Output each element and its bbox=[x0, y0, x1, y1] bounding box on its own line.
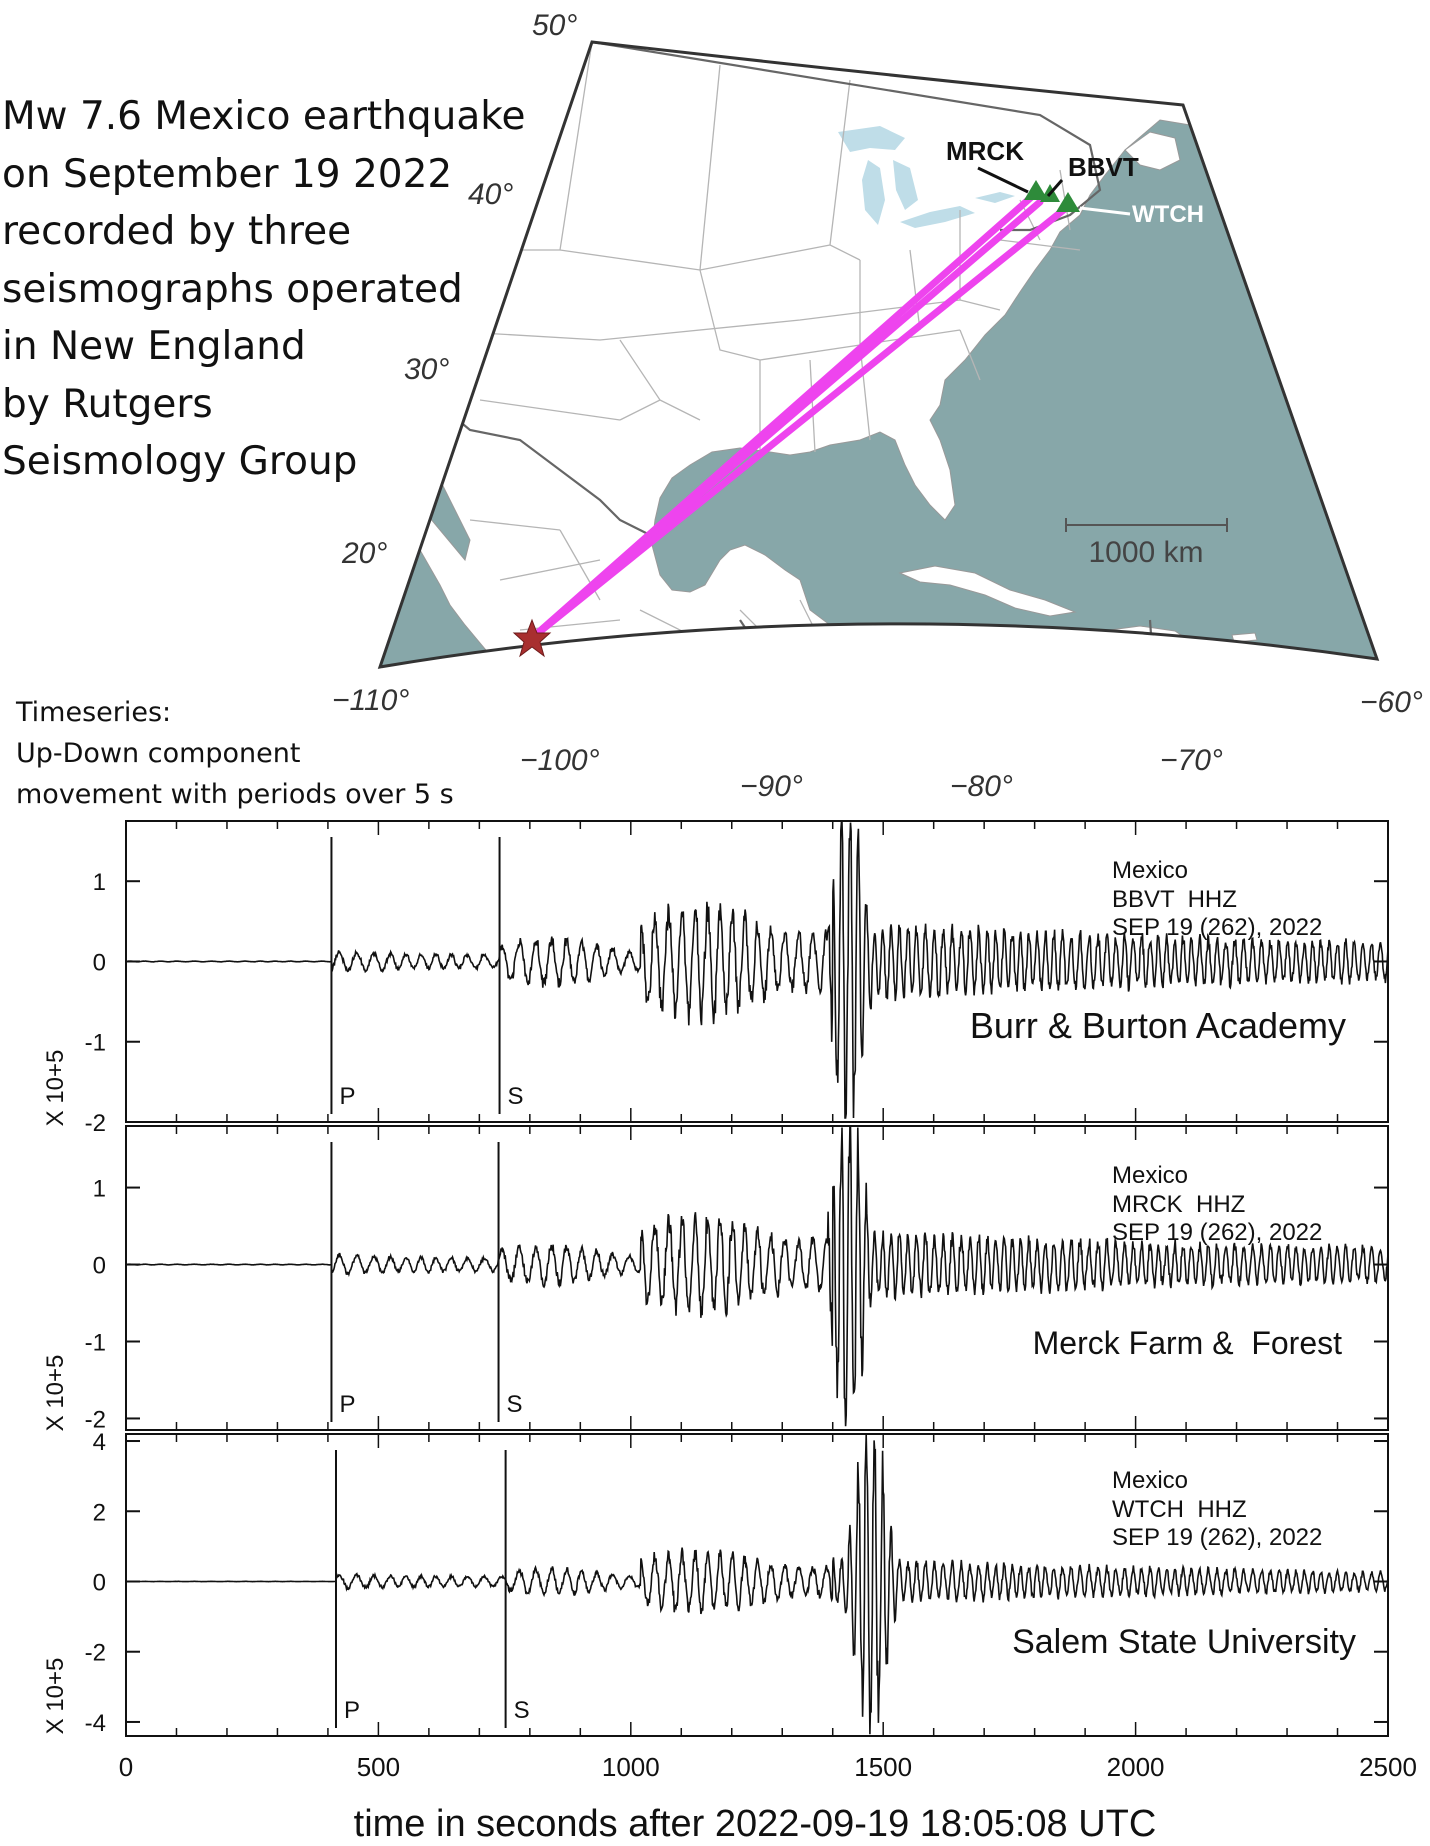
station-leader-bbvt bbox=[1046, 179, 1064, 197]
y-axis-label: X 10+5 bbox=[42, 1658, 69, 1735]
lat-label: 20° bbox=[341, 537, 387, 570]
title-line: recorded by three bbox=[2, 209, 352, 254]
title-line: by Rutgers bbox=[2, 381, 213, 427]
x-axis-label: time in seconds after 2022-09-19 18:05:0… bbox=[354, 1803, 1157, 1845]
newfoundland-land bbox=[1124, 131, 1181, 171]
panel-frame bbox=[125, 1433, 1389, 1737]
y-tick-label: 0 bbox=[93, 949, 106, 976]
y-tick-label: 1 bbox=[93, 869, 106, 896]
figure-title: Mw 7.6 Mexico earthquake on September 19… bbox=[2, 88, 542, 491]
lon-label: −60° bbox=[1360, 686, 1423, 719]
lon-label: −90° bbox=[740, 770, 803, 803]
note-line: movement with periods over 5 s bbox=[16, 779, 454, 810]
panel-channel-label: MRCK HHZ bbox=[1112, 1191, 1245, 1218]
s-arrival-label: S bbox=[507, 1391, 523, 1418]
lon-label: −100° bbox=[520, 744, 600, 777]
seismogram-panel-wtch: Mexico WTCH HHZ SEP 19 (262), 2022 Salem… bbox=[42, 1429, 1389, 1737]
y-tick-label: -2 bbox=[85, 1406, 106, 1433]
map-frame bbox=[377, 40, 1380, 669]
s-arrival-label: S bbox=[514, 1697, 530, 1724]
x-tick-label: 2500 bbox=[1359, 1752, 1417, 1782]
waveform-trace bbox=[125, 1126, 1389, 1427]
station-label-bbvt: BBVT bbox=[1068, 152, 1139, 182]
x-tick-label: 500 bbox=[357, 1752, 400, 1782]
title-line: on September 19 2022 bbox=[2, 151, 453, 197]
seismogram-panel-mrck: Mexico MRCK HHZ SEP 19 (262), 2022 Merck… bbox=[42, 1125, 1389, 1433]
station-marker-mrck bbox=[1024, 180, 1048, 200]
station-leader-mrck bbox=[977, 166, 1029, 194]
lon-label: −70° bbox=[1160, 744, 1223, 777]
jamaica bbox=[1013, 662, 1052, 667]
great-lakes bbox=[838, 126, 1015, 228]
y-axis-label: X 10+5 bbox=[42, 1355, 69, 1432]
seismogram-panel-bbvt: Mexico BBVT HHZ SEP 19 (262), 2022 Burr … bbox=[42, 820, 1389, 1137]
panel-event-label: Mexico bbox=[1112, 857, 1188, 884]
lon-label: −80° bbox=[950, 770, 1013, 803]
map: 1000 km MRCK BBVT WTCH 50° 40° 30° 20° −… bbox=[332, 9, 1423, 803]
cuba bbox=[898, 565, 1077, 617]
s-arrival-label: S bbox=[508, 1083, 524, 1110]
state-borders bbox=[429, 42, 1081, 651]
y-tick-label: 4 bbox=[93, 1429, 106, 1456]
lat-label: 50° bbox=[532, 9, 577, 42]
station-leader-wtch bbox=[1079, 206, 1131, 216]
panel-date-label: SEP 19 (262), 2022 bbox=[1112, 1524, 1322, 1551]
x-tick-label: 1000 bbox=[602, 1752, 660, 1782]
lon-label: −110° bbox=[332, 684, 409, 717]
p-arrival-label: P bbox=[339, 1391, 355, 1418]
panel-channel-label: WTCH HHZ bbox=[1112, 1496, 1247, 1523]
lat-label: 40° bbox=[468, 178, 513, 211]
panel-site-label: Salem State University bbox=[1012, 1623, 1356, 1661]
panel-frame bbox=[125, 1125, 1389, 1431]
x-tick-label: 0 bbox=[119, 1752, 133, 1782]
panel-site-label: Burr & Burton Academy bbox=[970, 1005, 1346, 1046]
y-tick-label: 0 bbox=[93, 1569, 106, 1596]
waveform-trace bbox=[125, 821, 1389, 1119]
station-label-mrck: MRCK bbox=[946, 136, 1024, 166]
lat-label: 30° bbox=[404, 353, 449, 386]
y-tick-label: -2 bbox=[85, 1110, 106, 1137]
x-tick-label: 2000 bbox=[1107, 1752, 1165, 1782]
y-tick-label: 2 bbox=[93, 1499, 106, 1526]
note-line: Up-Down component bbox=[16, 738, 301, 769]
panel-frame bbox=[125, 820, 1389, 1123]
waveform-trace bbox=[126, 1434, 1389, 1735]
note-line: Timeseries: bbox=[16, 697, 172, 728]
panel-event-label: Mexico bbox=[1112, 1467, 1188, 1494]
title-line: Seismology Group bbox=[2, 439, 358, 484]
title-line: in New England bbox=[2, 324, 306, 369]
panel-event-label: Mexico bbox=[1112, 1162, 1188, 1189]
title-line: seismographs operated bbox=[2, 266, 463, 312]
y-tick-label: 1 bbox=[93, 1176, 106, 1203]
y-tick-label: -1 bbox=[85, 1030, 106, 1057]
p-arrival-label: P bbox=[339, 1083, 355, 1110]
y-tick-label: -2 bbox=[85, 1640, 106, 1667]
timeseries-note: Timeseries: Up-Down component movement w… bbox=[16, 692, 454, 815]
x-axis: 0 500 1000 1500 2000 2500 bbox=[119, 1752, 1417, 1782]
ray-path-wtch bbox=[528, 204, 1070, 642]
title-line: Mw 7.6 Mexico earthquake bbox=[2, 94, 526, 139]
epicenter-star bbox=[512, 618, 552, 658]
p-arrival-label: P bbox=[344, 1697, 360, 1724]
station-label-wtch: WTCH bbox=[1132, 201, 1204, 228]
station-marker-wtch bbox=[1056, 192, 1080, 212]
x-tick-label: 1500 bbox=[854, 1752, 912, 1782]
panel-date-label: SEP 19 (262), 2022 bbox=[1112, 914, 1322, 941]
y-tick-label: 0 bbox=[93, 1253, 106, 1280]
national-borders bbox=[439, 42, 1154, 667]
panel-date-label: SEP 19 (262), 2022 bbox=[1112, 1219, 1322, 1246]
panel-site-label: Merck Farm & Forest bbox=[1033, 1325, 1342, 1361]
y-tick-label: -4 bbox=[85, 1710, 106, 1737]
panel-channel-label: BBVT HHZ bbox=[1112, 886, 1237, 913]
y-tick-label: -1 bbox=[85, 1329, 106, 1356]
y-axis-label: X 10+5 bbox=[42, 1050, 69, 1127]
scale-bar-label: 1000 km bbox=[1088, 536, 1203, 569]
